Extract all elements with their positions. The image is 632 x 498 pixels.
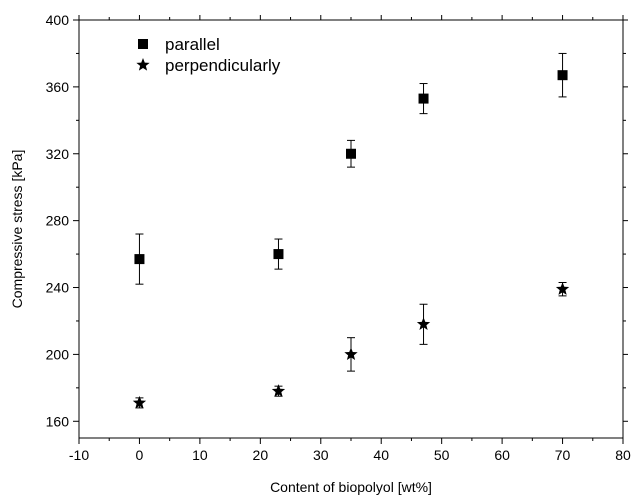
x-tick-label: 0 [136, 447, 144, 463]
y-tick-label: 280 [46, 213, 70, 229]
x-axis-title: Content of biopolyol [wt%] [270, 479, 432, 495]
legend-label-parallel: parallel [165, 35, 220, 54]
x-tick-label: 20 [253, 447, 269, 463]
x-tick-label: 30 [313, 447, 329, 463]
data-point-parallel [557, 70, 568, 81]
data-point-parallel [346, 148, 356, 159]
legend-marker-perpendicularly [136, 58, 150, 71]
y-tick-label: 360 [46, 79, 70, 95]
plot-frame [78, 19, 624, 439]
marks-layer [132, 52, 570, 409]
legend: parallel perpendicularly [136, 35, 281, 75]
x-tick-label: 40 [373, 447, 389, 463]
x-tick-label: 60 [494, 447, 510, 463]
data-point-perpendicularly [132, 395, 147, 409]
y-tick-label: 320 [46, 146, 70, 162]
data-point-parallel [273, 249, 284, 260]
x-tick-label: 70 [555, 447, 571, 463]
axes-layer: -10 0 10 20 30 40 50 60 70 80 160 200 240 280 320 360 40… [46, 12, 631, 463]
x-tick-label: 80 [615, 447, 631, 463]
data-point-perpendicularly [555, 282, 570, 295]
series-parallel [134, 52, 568, 285]
y-tick-label: 160 [46, 413, 70, 429]
data-point-perpendicularly [271, 384, 286, 397]
y-tick-label: 240 [46, 280, 70, 296]
y-tick-label: 200 [46, 346, 70, 362]
data-point-perpendicularly [416, 317, 431, 330]
data-point-perpendicularly [344, 347, 358, 361]
data-point-parallel [418, 93, 429, 104]
x-tick-label: -10 [69, 447, 89, 463]
x-tick-label: 50 [434, 447, 450, 463]
legend-marker-parallel [138, 39, 148, 49]
y-axis-title: Compressive stress [kPa] [9, 150, 25, 309]
legend-label-perpendicularly: perpendicularly [165, 56, 281, 75]
series-perpendicularly [132, 282, 570, 409]
y-tick-label: 400 [46, 12, 70, 28]
x-tick-label: 10 [192, 447, 208, 463]
data-point-parallel [134, 254, 145, 265]
